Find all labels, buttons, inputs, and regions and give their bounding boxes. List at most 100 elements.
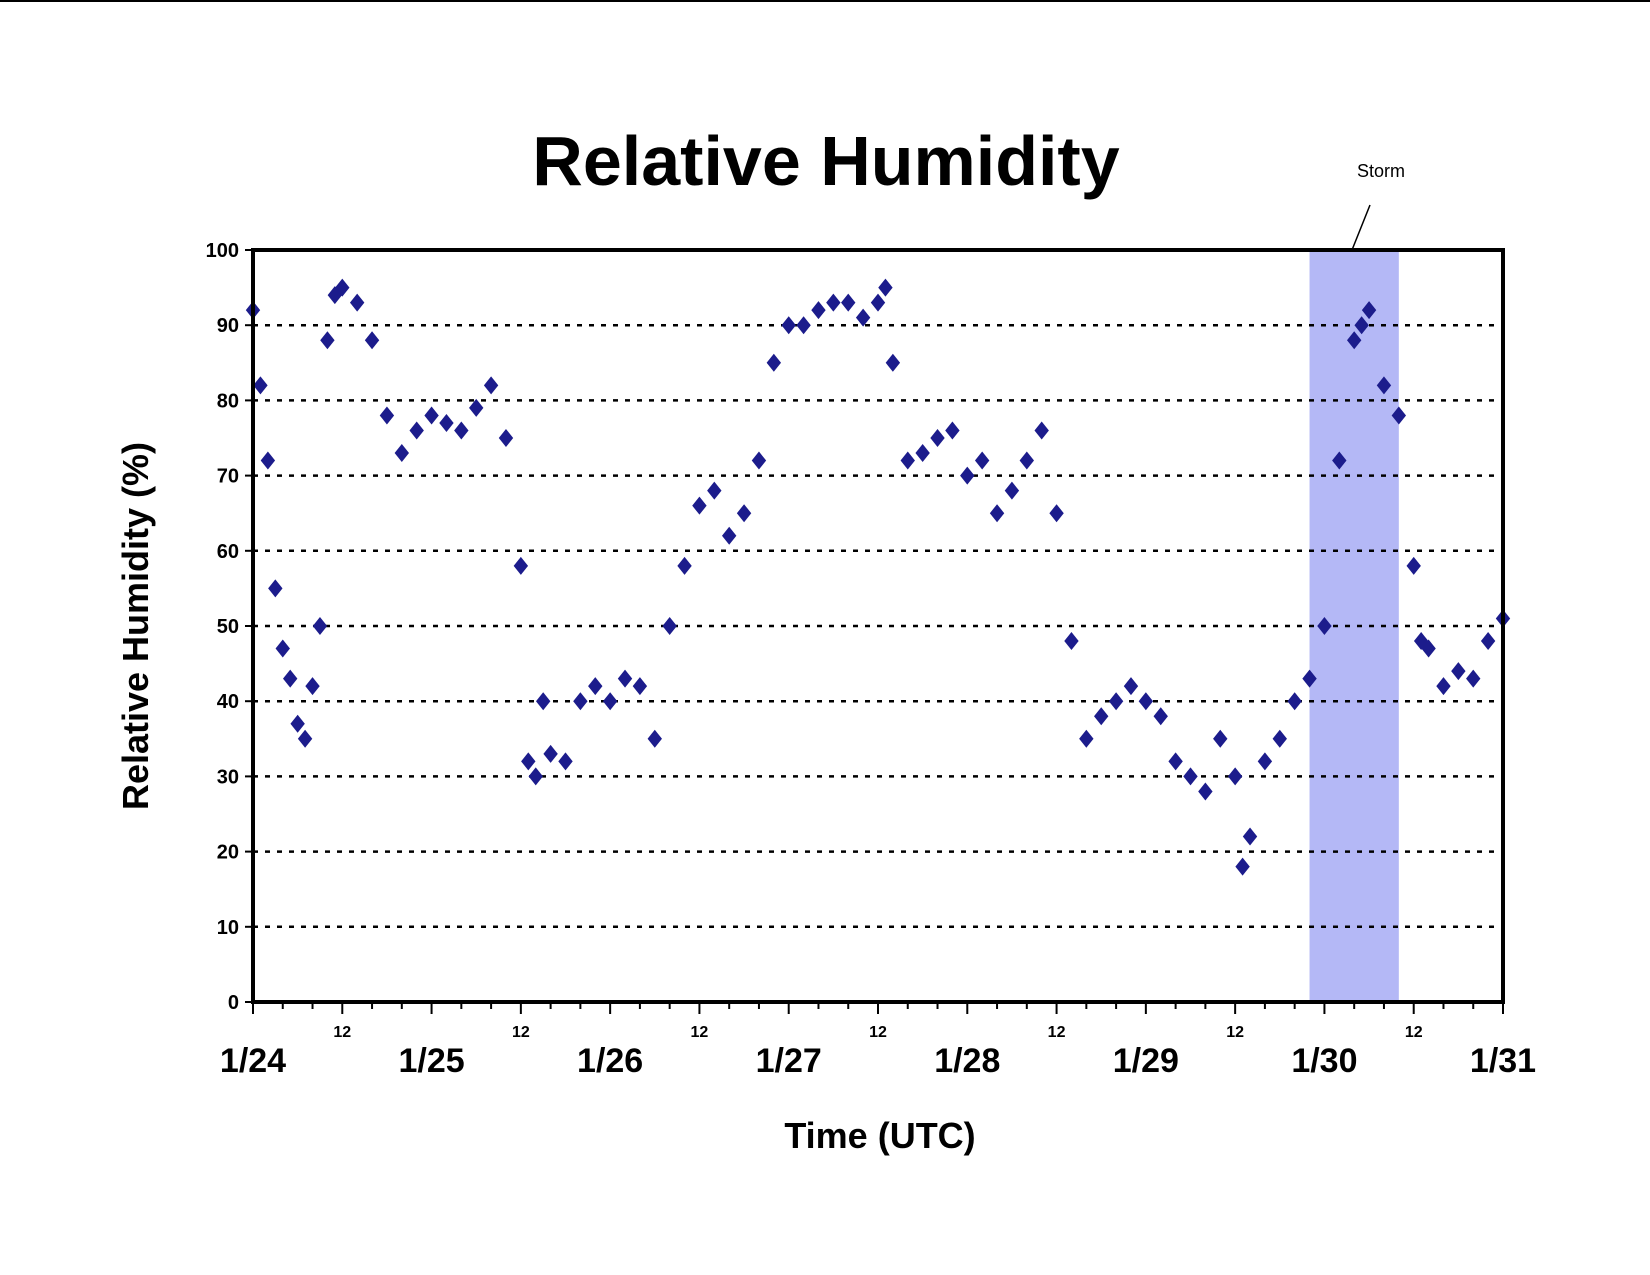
- x-axis-label: Time (UTC): [784, 1115, 975, 1156]
- data-point-marker: [573, 692, 588, 711]
- data-point-marker: [736, 504, 752, 523]
- top-border-line: [0, 0, 1650, 2]
- data-point-marker: [960, 466, 975, 485]
- y-tick-label: 30: [217, 766, 239, 788]
- data-point-marker: [677, 556, 692, 575]
- data-point-marker: [602, 692, 618, 711]
- data-point-marker: [588, 677, 603, 696]
- data-point-marker: [1302, 669, 1317, 688]
- data-point-marker: [409, 421, 424, 440]
- y-tick-label: 90: [217, 315, 239, 337]
- data-point-marker: [915, 444, 930, 463]
- data-point-marker: [721, 526, 737, 545]
- data-point-marker: [528, 767, 543, 786]
- plot-frame: [251, 248, 1505, 1004]
- data-point-marker: [632, 677, 648, 696]
- data-point-marker: [379, 406, 395, 425]
- data-point-marker: [1108, 692, 1124, 711]
- y-tick-label: 50: [217, 616, 239, 638]
- data-point-marker: [841, 293, 856, 312]
- data-point-marker: [283, 669, 298, 688]
- data-point-marker: [1332, 451, 1347, 470]
- data-point-marker: [1153, 707, 1168, 726]
- data-point-marker: [558, 752, 573, 771]
- data-point-marker: [1183, 767, 1198, 786]
- data-point-marker: [1168, 752, 1183, 771]
- data-point-marker: [878, 278, 893, 297]
- data-point-marker: [1227, 767, 1243, 786]
- data-point-marker: [796, 316, 811, 335]
- data-point-marker: [439, 413, 454, 432]
- storm-annotation-leader: [1351, 204, 1371, 251]
- x-minor-tick-label: 12: [333, 1024, 351, 1041]
- data-point-marker: [1466, 669, 1481, 688]
- data-point-marker: [692, 496, 707, 515]
- data-point-marker: [1346, 331, 1362, 350]
- data-point-marker: [454, 421, 469, 440]
- data-point-marker: [662, 617, 677, 635]
- data-point-marker: [1235, 857, 1250, 876]
- data-point-marker: [253, 376, 268, 395]
- data-point-marker: [811, 301, 826, 320]
- data-point-marker: [751, 451, 767, 470]
- data-point-marker: [290, 714, 305, 733]
- data-point-marker: [260, 451, 276, 470]
- data-point-marker: [521, 752, 536, 771]
- y-axis-label: Relative Humidity (%): [115, 442, 156, 810]
- y-tick-label: 70: [217, 466, 239, 488]
- y-tick-label: 10: [217, 917, 239, 939]
- data-point-marker: [543, 744, 558, 763]
- data-point-marker: [885, 353, 901, 372]
- y-tick-label: 40: [217, 691, 239, 713]
- data-point-marker: [349, 293, 365, 312]
- data-point-marker: [989, 504, 1005, 523]
- data-point-marker: [312, 617, 328, 635]
- y-tick-label: 100: [206, 240, 239, 262]
- x-major-tick-label: 1/24: [220, 1042, 286, 1080]
- y-tick-label: 20: [217, 842, 239, 864]
- data-point-marker: [1079, 729, 1094, 748]
- y-axis: 0 10 20 30 40 50 60 70 80 90 100: [206, 240, 253, 1014]
- data-point-marker: [1064, 632, 1079, 651]
- data-point-marker: [1436, 677, 1451, 696]
- data-point-marker: [1242, 827, 1258, 846]
- x-minor-tick-label: 12: [869, 1024, 887, 1041]
- data-point-marker: [297, 729, 313, 748]
- data-point-marker: [364, 331, 380, 350]
- data-point-marker: [513, 556, 529, 575]
- data-point-marker: [1406, 556, 1421, 575]
- y-tick-label: 60: [217, 541, 239, 563]
- y-tick-label: 0: [228, 992, 239, 1014]
- data-point-marker: [394, 444, 410, 463]
- x-major-tick-label: 1/30: [1291, 1042, 1357, 1080]
- storm-annotation-label: Storm: [1357, 161, 1405, 181]
- x-major-tick-label: 1/27: [756, 1042, 822, 1080]
- data-point-marker: [1287, 692, 1302, 711]
- data-point-marker: [617, 669, 633, 688]
- data-point-marker: [1138, 692, 1154, 711]
- data-point-marker: [1272, 729, 1287, 748]
- data-point-marker: [1019, 451, 1035, 470]
- data-point-marker: [1361, 301, 1377, 320]
- data-point-marker: [535, 692, 551, 711]
- data-point-marker: [1391, 406, 1407, 425]
- x-minor-tick-label: 12: [512, 1024, 530, 1041]
- data-point-marker: [1198, 782, 1213, 801]
- x-major-tick-label: 1/26: [577, 1042, 643, 1080]
- data-point-marker: [1376, 376, 1392, 395]
- data-point-marker: [1049, 504, 1064, 523]
- data-point-marker: [1123, 677, 1139, 696]
- gridlines: [253, 323, 1503, 929]
- data-point-marker: [483, 376, 499, 395]
- data-point-marker: [1004, 481, 1020, 500]
- data-point-marker: [1257, 752, 1273, 771]
- data-point-marker: [1213, 729, 1228, 748]
- y-tick-label: 80: [217, 390, 239, 412]
- chart-title: Relative Humidity: [532, 122, 1119, 200]
- x-major-tick-label: 1/28: [934, 1042, 1000, 1080]
- x-minor-tick-label: 12: [1226, 1024, 1244, 1041]
- data-point-marker: [335, 278, 350, 297]
- data-point-marker: [1317, 617, 1332, 635]
- data-point-marker: [1354, 316, 1369, 335]
